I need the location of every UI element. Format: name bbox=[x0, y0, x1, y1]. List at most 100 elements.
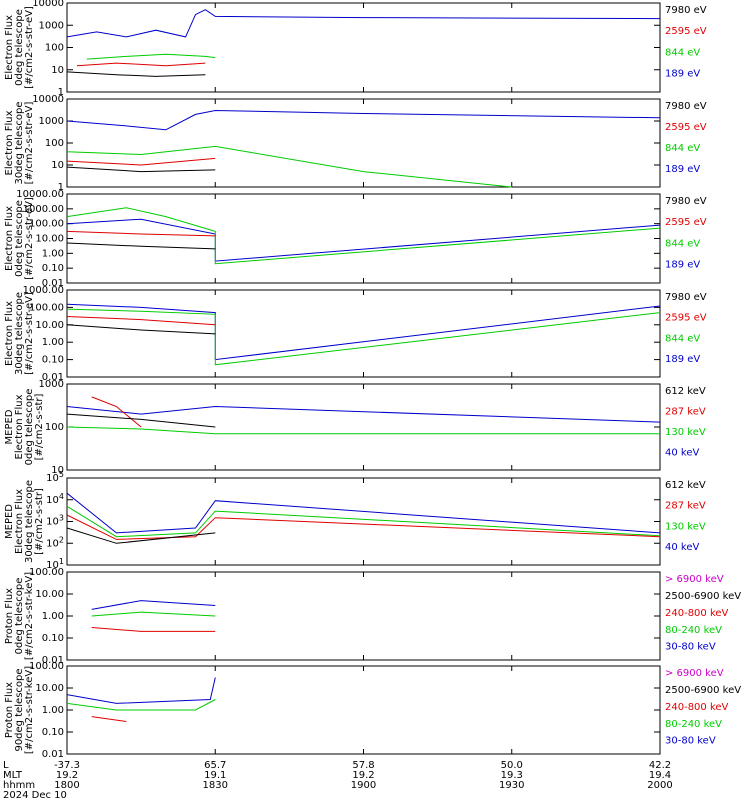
series-line-287-kev bbox=[91, 396, 142, 428]
series-line-2595-ev bbox=[66, 157, 216, 166]
legend-entry: 80-240 keV bbox=[665, 719, 722, 730]
legend-entry: 2500-6900 keV bbox=[665, 685, 741, 696]
y-axis-label: [#/cm2-s-str-eV] bbox=[24, 197, 35, 280]
legend-entry: 7980 eV bbox=[665, 5, 707, 16]
y-tick-label: 100 bbox=[45, 138, 64, 149]
y-tick-label: 10.00 bbox=[35, 320, 64, 331]
y-axis-label: [#/cm2-s-str] bbox=[34, 393, 45, 460]
footer-value: 1830 bbox=[203, 780, 228, 791]
footer-value: 19.4 bbox=[649, 770, 671, 781]
footer-row-label: L bbox=[3, 760, 9, 771]
y-tick-label: 102 bbox=[46, 535, 64, 549]
y-tick-label: 10000.00 bbox=[16, 189, 64, 200]
y-tick-label: 1000.00 bbox=[23, 285, 64, 296]
series-line-2595-ev bbox=[66, 230, 216, 237]
y-tick-label: 100 bbox=[45, 422, 64, 433]
series-line-240-800-kev bbox=[91, 627, 216, 632]
footer-value: 1800 bbox=[54, 780, 79, 791]
y-axis-label: MEPED bbox=[4, 504, 15, 539]
legend-entry: 189 eV bbox=[665, 69, 700, 80]
series-line-130-kev bbox=[66, 505, 661, 538]
legend-entry: 844 eV bbox=[665, 143, 700, 154]
y-axis-label: 90deg telescope bbox=[14, 668, 25, 751]
y-tick-label: 10.00 bbox=[35, 589, 64, 600]
series-line-189-ev bbox=[66, 109, 661, 131]
y-tick-label: 100 bbox=[45, 43, 64, 54]
series-line-844-ev bbox=[66, 207, 661, 265]
legend-entry: 7980 eV bbox=[665, 292, 707, 303]
series-line-240-800-kev bbox=[91, 716, 127, 722]
y-tick-label: 1.00 bbox=[42, 248, 64, 259]
y-tick-label: 1.00 bbox=[42, 705, 64, 716]
y-axis-label: [#/cm2-s-str-eV] bbox=[24, 6, 35, 89]
y-axis-label: [#/cm2-s-str] bbox=[34, 488, 45, 555]
y-axis-label: Proton Flux bbox=[4, 588, 15, 644]
footer-value: -37.3 bbox=[54, 760, 80, 771]
panel-frame-6 bbox=[66, 477, 661, 566]
y-tick-label: 0.01 bbox=[42, 278, 64, 289]
y-tick-label: 103 bbox=[46, 514, 64, 528]
legend-entry: 287 keV bbox=[665, 406, 706, 417]
y-tick-label: 100.00 bbox=[29, 661, 64, 672]
y-tick-label: 10 bbox=[51, 65, 64, 76]
y-axis-label: Electron Flux bbox=[4, 15, 15, 80]
footer-value: 1900 bbox=[351, 780, 376, 791]
y-tick-label: 0.01 bbox=[42, 372, 64, 383]
panel-frame-2 bbox=[66, 98, 661, 188]
date-label: 2024 Dec 10 bbox=[3, 790, 67, 800]
y-tick-label: 1 bbox=[58, 182, 64, 193]
y-tick-label: 101 bbox=[46, 557, 64, 571]
legend-entry: 130 keV bbox=[665, 427, 706, 438]
legend-entry: 189 eV bbox=[665, 354, 700, 365]
series-line-80-240-kev bbox=[91, 611, 216, 617]
panel-frame-4 bbox=[66, 289, 661, 378]
series-line-844-ev bbox=[66, 308, 661, 366]
y-tick-label: 10 bbox=[51, 465, 64, 476]
y-axis-label: [#/cm2-s-str-keV] bbox=[24, 666, 35, 754]
series-line-844-ev bbox=[66, 145, 512, 188]
series-line-30-80-kev bbox=[66, 677, 216, 704]
legend-entry: 30-80 keV bbox=[665, 642, 716, 653]
legend-entry: > 6900 keV bbox=[665, 668, 724, 679]
y-tick-label: 1 bbox=[58, 87, 64, 98]
footer-value: 50.0 bbox=[501, 760, 523, 771]
y-tick-label: 1.00 bbox=[42, 337, 64, 348]
y-tick-label: 104 bbox=[46, 492, 64, 506]
legend-entry: 189 eV bbox=[665, 164, 700, 175]
legend-entry: 240-800 keV bbox=[665, 702, 729, 713]
y-tick-label: 0.01 bbox=[42, 655, 64, 666]
y-axis-label: Electron Flux bbox=[14, 489, 25, 554]
series-line-2595-ev bbox=[76, 62, 206, 67]
series-line-189-ev bbox=[66, 9, 661, 38]
legend-entry: 30-80 keV bbox=[665, 736, 716, 747]
y-axis-label: MEPED bbox=[4, 409, 15, 444]
footer-value: 65.7 bbox=[204, 760, 226, 771]
y-axis-label: 0deg telescope bbox=[24, 389, 35, 466]
legend-entry: 130 keV bbox=[665, 521, 706, 532]
y-tick-label: 10 bbox=[51, 160, 64, 171]
legend-entry: 287 keV bbox=[665, 501, 706, 512]
legend-entry: 844 eV bbox=[665, 47, 700, 58]
y-tick-label: 10.00 bbox=[35, 683, 64, 694]
legend-entry: 2595 eV bbox=[665, 313, 707, 324]
footer-value: 19.2 bbox=[56, 770, 78, 781]
legend-entry: 2595 eV bbox=[665, 26, 707, 37]
y-tick-label: 1000 bbox=[39, 116, 64, 127]
series-line-7980-ev bbox=[66, 242, 216, 250]
series-line-30-80-kev bbox=[91, 600, 216, 610]
y-axis-label: 0deg telescope bbox=[14, 9, 25, 86]
y-tick-label: 105 bbox=[46, 470, 64, 484]
footer-value: 1930 bbox=[499, 780, 524, 791]
y-tick-label: 100.00 bbox=[29, 302, 64, 313]
y-tick-label: 1000.00 bbox=[23, 204, 64, 215]
y-tick-label: 100.00 bbox=[29, 219, 64, 230]
panel-frame-5 bbox=[66, 383, 661, 471]
y-axis-label: 0deg telescope bbox=[14, 200, 25, 277]
y-tick-label: 1000 bbox=[39, 20, 64, 31]
footer-row-label: hhmm bbox=[3, 780, 35, 791]
legend-entry: 612 keV bbox=[665, 386, 706, 397]
series-line-2595-ev bbox=[66, 316, 216, 326]
legend-entry: 2500-6900 keV bbox=[665, 591, 741, 602]
series-line-612-kev bbox=[66, 527, 216, 544]
